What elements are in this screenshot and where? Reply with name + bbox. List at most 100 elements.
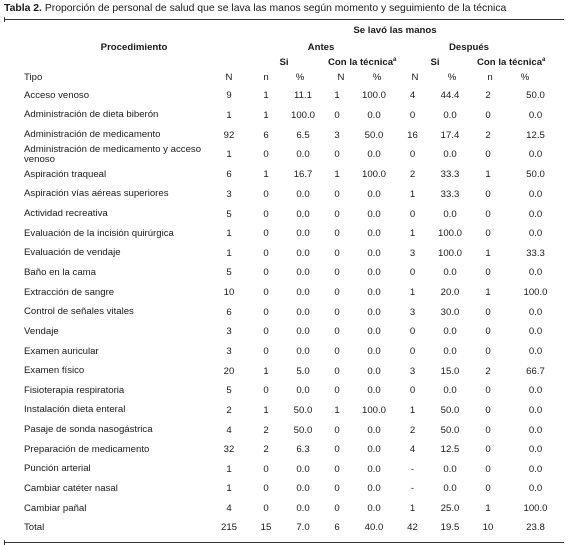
cell-d-pct: 0.0	[443, 463, 457, 475]
table-row: Vendaje 3 0 0.0 0 0.0 0 0.0 0 0.0	[4, 322, 564, 342]
cell-d-pct: 17.4	[440, 129, 460, 141]
cell-N: 10	[223, 287, 235, 299]
cell-si-pct: 0.0	[296, 346, 310, 357]
cell-tipo: Actividad recreativa	[24, 208, 108, 220]
cell-d-N: 3	[409, 365, 416, 377]
cell-d-pct: 33.3	[440, 188, 460, 200]
cell-d-N: 0	[409, 326, 416, 338]
cell-d-tec-pct: 33.3	[526, 247, 545, 259]
cell-si-pct: 0.0	[296, 247, 310, 259]
cell-d-tec-n: 0	[485, 306, 491, 318]
cell-d-pct: 33.3	[440, 169, 460, 181]
cell-d-tec-pct: 0.0	[528, 208, 543, 220]
table-row: Administración de medicamento y acceso v…	[4, 144, 564, 165]
cell-si-n: 0	[263, 503, 269, 515]
cell-d-tec-n: 1	[485, 169, 491, 181]
cell-tipo: Fisioterapia respiratoria	[24, 384, 125, 396]
cell-d-pct: 25.0	[440, 503, 460, 515]
cell-tipo: Preparación de medicamento	[24, 443, 150, 455]
cell-tec-pct: 0.0	[367, 109, 381, 121]
cell-si-n: 0	[263, 483, 269, 495]
cell-d-N: 0	[409, 109, 416, 121]
cell-si-n: 2	[263, 424, 269, 436]
cell-si-n: 1	[263, 169, 269, 181]
table-row: Total 215 15 7.0 6 40.0 42 19.5 10 23.8	[4, 518, 564, 537]
table-row: Baño en la cama 5 0 0.0 0 0.0 0 0.0 0 0.0	[4, 263, 564, 283]
cell-N: 5	[226, 267, 232, 279]
cell-tec-n: 0	[334, 208, 340, 220]
top-rule	[4, 17, 564, 22]
cell-si-pct: 0.0	[296, 188, 310, 200]
cell-si-pct: 16.7	[293, 169, 313, 181]
cell-d-pct: 100.0	[437, 247, 462, 259]
header-col-si-n: n	[263, 72, 269, 83]
cell-si-n: 0	[263, 188, 269, 200]
cell-si-pct: 0.0	[296, 503, 310, 515]
cell-N: 1	[226, 109, 232, 121]
cell-tec-pct: 100.0	[361, 90, 386, 102]
cell-si-pct: 0.0	[296, 287, 310, 299]
cell-si-n: 1	[263, 90, 269, 102]
cell-d-tec-n: 0	[485, 346, 491, 357]
cell-d-tec-n: 0	[485, 424, 491, 436]
cell-d-pct: 0.0	[443, 208, 457, 220]
table-row: Acceso venoso 9 1 11.1 1 100.0 4 44.4 2 50.0	[4, 86, 564, 106]
cell-si-n: 0	[263, 326, 269, 338]
table-row: Aspiración vías aéreas superiores 3 0 0.0 0 0…	[4, 185, 564, 205]
cell-tec-n: 0	[334, 444, 340, 456]
cell-d-N: 0	[409, 149, 416, 161]
cell-tipo: Control de señales vitales	[24, 306, 134, 318]
cell-d-tec-n: 0	[485, 208, 491, 220]
cell-d-N: 1	[409, 404, 416, 416]
table-row: Actividad recreativa 5 0 0.0 0 0.0 0 0.0 0 0.0	[4, 204, 564, 224]
cell-tec-n: 0	[334, 483, 340, 495]
cell-tec-n: 0	[334, 188, 340, 200]
cell-N: 1	[226, 149, 232, 161]
cell-si-n: 0	[263, 287, 269, 299]
cell-d-tec-pct: 0.0	[528, 346, 543, 357]
cell-d-pct: 0.0	[443, 109, 457, 121]
cell-d-N: 4	[409, 90, 416, 102]
cell-N: 5	[226, 385, 232, 397]
cell-d-pct: 50.0	[440, 424, 460, 436]
cell-tec-pct: 0.0	[367, 267, 381, 279]
cell-tipo: Aspiración traqueal	[24, 168, 107, 180]
cell-d-tec-n: 0	[485, 149, 491, 161]
cell-d-pct: 0.0	[443, 346, 457, 357]
cell-tec-pct: 0.0	[367, 483, 381, 495]
cell-d-pct: 0.0	[443, 267, 457, 279]
table-row: Examen auricular 3 0 0.0 0 0.0 0 0.0 0 0.0	[4, 342, 564, 362]
cell-N: 1	[226, 228, 232, 240]
table-row: Instalación dieta enteral 2 1 50.0 1 100.0 1 50…	[4, 401, 564, 421]
cell-d-tec-pct: 100.0	[523, 503, 548, 515]
cell-tec-n: 0	[334, 424, 340, 436]
cell-d-tec-n: 0	[485, 404, 491, 416]
cell-d-tec-pct: 23.8	[526, 522, 545, 534]
header-col-d-tec-pct: %	[520, 72, 530, 83]
table-row: Preparación de medicamento 32 2 6.3 0 0.0 4 12.…	[4, 440, 564, 460]
cell-si-n: 0	[263, 346, 269, 357]
cell-d-tec-n: 2	[485, 129, 491, 141]
table-row: Extracción de sangre 10 0 0.0 0 0.0 1 20.0 1 100.…	[4, 283, 564, 303]
cell-si-n: 0	[263, 267, 269, 279]
header-antes: Antes	[307, 42, 335, 53]
cell-si-pct: 0.0	[296, 326, 310, 338]
cell-N: 215	[220, 522, 237, 534]
cell-d-pct: 19.5	[440, 522, 460, 534]
cell-d-tec-n: 1	[485, 287, 491, 299]
cell-tipo: Extracción de sangre	[24, 286, 115, 298]
cell-d-N: 3	[409, 306, 416, 318]
cell-d-tec-n: 2	[485, 90, 491, 102]
header-col-si-pct: %	[295, 72, 305, 83]
cell-si-n: 2	[263, 444, 269, 456]
cell-tec-pct: 0.0	[367, 247, 381, 259]
cell-N: 3	[226, 346, 232, 357]
cell-d-N: 0	[409, 267, 416, 279]
cell-d-tec-pct: 0.0	[528, 306, 543, 318]
cell-tec-n: 0	[334, 287, 340, 299]
cell-tipo: Administración de medicamento	[24, 129, 161, 141]
cell-si-n: 0	[263, 208, 269, 220]
cell-d-tec-n: 10	[482, 522, 494, 534]
cell-d-tec-pct: 0.0	[528, 444, 543, 456]
